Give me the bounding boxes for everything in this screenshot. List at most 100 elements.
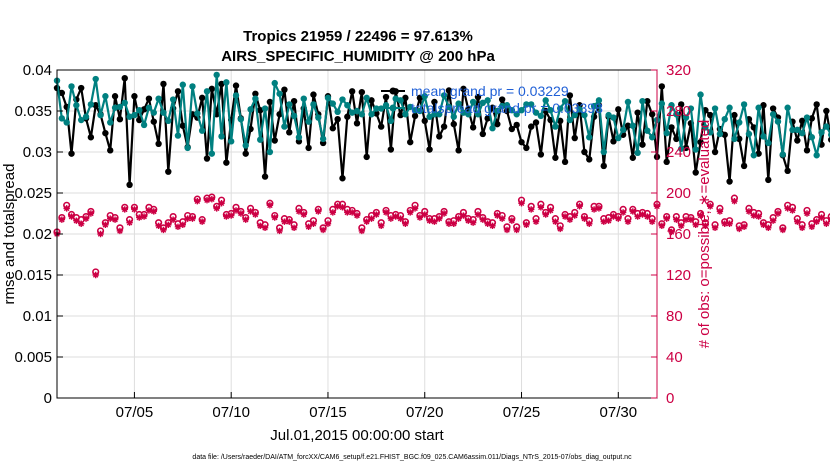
spread-point [639, 97, 646, 105]
rmse-point [344, 113, 351, 120]
rmse-point [416, 94, 424, 102]
obs-evaluated-point [160, 226, 167, 234]
obs-evaluated-point [363, 218, 370, 225]
rmse-point [116, 116, 124, 123]
spread-point [731, 135, 738, 143]
obs-evaluated-point [769, 217, 777, 224]
spread-point [595, 97, 603, 104]
obs-evaluated-point [726, 220, 733, 227]
rmse-point [663, 158, 670, 166]
spread-point [736, 119, 743, 126]
rmse-point [68, 150, 75, 157]
spread-point [615, 134, 622, 142]
spread-point [257, 136, 264, 143]
spread-point [382, 102, 390, 109]
spread-point [286, 101, 293, 108]
obs-evaluated-point [460, 212, 467, 219]
spread-point [271, 79, 278, 87]
spread-point [687, 105, 695, 112]
rmse-point [455, 147, 462, 154]
obs-evaluated-point [450, 220, 457, 227]
obs-evaluated-point [648, 218, 656, 225]
rmse-point [634, 109, 641, 116]
spread-point [827, 131, 830, 138]
y-tick-right-label: 240 [666, 144, 691, 161]
obs-evaluated-point [779, 226, 787, 234]
rmse-point [353, 120, 361, 127]
obs-evaluated-point [165, 221, 172, 228]
spread-point [711, 105, 719, 112]
spread-point [745, 130, 753, 138]
rmse-point [218, 80, 225, 88]
obs-evaluated-point [87, 210, 95, 217]
y-tick-right-label: 120 [666, 267, 691, 284]
rmse-point [668, 124, 675, 131]
rmse-point [648, 111, 656, 118]
obs-evaluated-point [711, 224, 719, 232]
spread-point [310, 101, 317, 108]
rmse-point [673, 135, 680, 143]
obs-evaluated-point [58, 216, 66, 223]
obs-evaluated-point [82, 215, 90, 222]
obs-evaluated-point [373, 211, 380, 218]
rmse-point [232, 82, 240, 89]
obs-evaluated-point [358, 227, 366, 235]
obs-evaluated-point [140, 213, 148, 220]
rmse-point [808, 115, 816, 122]
spread-point [87, 101, 95, 108]
spread-point [586, 134, 593, 141]
rmse-point [615, 106, 622, 113]
obs-evaluated-point [673, 216, 680, 223]
x-tick-label: 07/10 [212, 404, 250, 421]
obs-evaluated-point [290, 224, 298, 232]
rmse-point [677, 101, 685, 108]
obs-evaluated-point [107, 215, 114, 222]
rmse-point [421, 117, 428, 125]
spread-point [716, 130, 724, 138]
obs-evaluated-point [431, 218, 438, 225]
obs-evaluated-point [581, 215, 588, 222]
spread-point [237, 116, 245, 123]
rmse-point [460, 85, 467, 93]
rmse-point [363, 153, 370, 161]
spread-point [527, 101, 535, 108]
rmse-point [276, 111, 283, 118]
rmse-point [445, 87, 453, 94]
error-series-lines [53, 71, 830, 188]
spread-point [798, 129, 806, 137]
obs-evaluated-point [319, 226, 327, 234]
obs-evaluated-point [823, 220, 830, 227]
spread-point [198, 127, 206, 134]
obs-evaluated-point [281, 218, 288, 225]
obs-evaluated-point [397, 215, 404, 222]
obs-evaluated-point [392, 213, 399, 220]
spread-point [581, 111, 588, 119]
rmse-point [561, 158, 569, 166]
spread-point [450, 113, 457, 120]
obs-evaluated-point [111, 216, 119, 223]
spread-point [145, 104, 153, 111]
legend-rmse-label: mean grand pr = 0.03229 [411, 83, 569, 99]
rmse-point [823, 107, 830, 115]
rmse-point [586, 156, 593, 163]
spread-point [276, 90, 283, 97]
obs-evaluated-point [789, 207, 796, 214]
obs-evaluated-point [242, 216, 249, 223]
spread-point [571, 111, 578, 119]
obs-evaluated-point [745, 208, 753, 215]
obs-evaluated-point [469, 219, 477, 226]
rmse-point [644, 97, 651, 105]
y-tick-left-label: 0.02 [23, 226, 52, 243]
spread-point [508, 106, 516, 114]
spread-point [552, 123, 559, 130]
rmse-point [179, 122, 187, 129]
spread-point [532, 109, 540, 116]
spread-point [750, 152, 757, 159]
obs-evaluated-point [426, 217, 433, 224]
spread-point [300, 95, 307, 102]
obs-evaluated-point [266, 202, 274, 209]
obs-evaluated-point [590, 206, 598, 213]
rmse-point [740, 162, 748, 170]
spread-point [663, 129, 670, 137]
rmse-point [436, 133, 443, 140]
